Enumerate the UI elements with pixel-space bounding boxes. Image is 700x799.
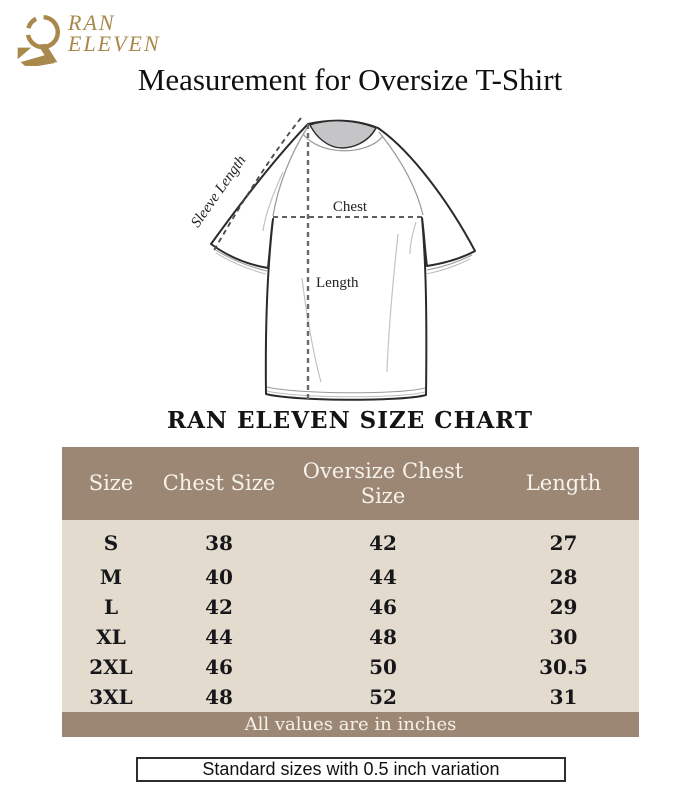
cell-size: L — [62, 592, 160, 622]
units-note: All values are in inches — [62, 712, 639, 737]
table-row: 3XL 48 52 31 — [62, 682, 639, 712]
crease-body-left — [301, 277, 322, 383]
brand-name-line2: ELEVEN — [68, 31, 161, 56]
tshirt-diagram-svg: Sleeve Length Chest Length — [188, 117, 476, 401]
brand-logo-icon — [17, 14, 61, 66]
cell-size: M — [62, 562, 160, 592]
table-row: XL 44 48 30 — [62, 622, 639, 652]
tshirt-measurement-diagram: Sleeve Length Chest Length — [180, 110, 520, 410]
length-label: Length — [316, 275, 359, 291]
cell-chest: 48 — [160, 682, 278, 712]
brand-name-line1: RAN — [68, 10, 116, 35]
cell-length: 29 — [488, 592, 639, 622]
column-header-length: Length — [488, 447, 639, 520]
cell-oversize-chest: 44 — [278, 562, 488, 592]
cuff-stitch-left-2 — [215, 252, 267, 275]
column-header-chest-size: Chest Size — [160, 447, 278, 520]
size-chart-heading: RAN ELEVEN SIZE CHART — [166, 407, 534, 434]
cell-size: S — [62, 520, 160, 562]
cell-chest: 38 — [160, 520, 278, 562]
cell-oversize-chest: 52 — [278, 682, 488, 712]
table-row: L 42 46 29 — [62, 592, 639, 622]
crease-right-armpit — [409, 221, 417, 255]
table-row: S 38 42 27 — [62, 520, 639, 562]
cuff-stitch-right — [426, 254, 473, 271]
cell-length: 30 — [488, 622, 639, 652]
crease-body-right — [386, 233, 399, 373]
cell-chest: 40 — [160, 562, 278, 592]
cell-size: XL — [62, 622, 160, 652]
cell-length: 27 — [488, 520, 639, 562]
column-header-oversize-chest-size: Oversize Chest Size — [278, 447, 488, 520]
tshirt-collar — [309, 120, 377, 149]
brand-name: RAN ELEVEN — [68, 10, 161, 56]
cell-chest: 42 — [160, 592, 278, 622]
size-chart-table: Size Chest Size Oversize Chest Size Leng… — [62, 447, 639, 737]
cell-size: 2XL — [62, 652, 160, 682]
cell-chest: 46 — [160, 652, 278, 682]
crease-left-sleeve — [262, 171, 284, 232]
table-row: M 40 44 28 — [62, 562, 639, 592]
raglan-seam-right — [378, 131, 424, 216]
tshirt-collar-band — [302, 133, 384, 152]
cell-oversize-chest: 46 — [278, 592, 488, 622]
table-row: 2XL 46 50 30.5 — [62, 652, 639, 682]
table-footer-row: All values are in inches — [62, 712, 639, 737]
cell-oversize-chest: 48 — [278, 622, 488, 652]
raglan-seam-left — [272, 127, 308, 217]
cell-length: 30.5 — [488, 652, 639, 682]
page-title: Measurement for Oversize T-Shirt — [137, 62, 563, 97]
hem-stitch-1 — [266, 386, 426, 394]
cell-length: 31 — [488, 682, 639, 712]
table-header-row: Size Chest Size Oversize Chest Size Leng… — [62, 447, 639, 520]
cell-size: 3XL — [62, 682, 160, 712]
cell-chest: 44 — [160, 622, 278, 652]
cuff-stitch-left — [213, 248, 268, 272]
cell-oversize-chest: 50 — [278, 652, 488, 682]
hem-stitch-2 — [266, 390, 426, 398]
variation-note: Standard sizes with 0.5 inch variation — [136, 757, 566, 782]
cell-length: 28 — [488, 562, 639, 592]
brand-logo: RAN ELEVEN — [8, 6, 161, 66]
cell-oversize-chest: 42 — [278, 520, 488, 562]
tshirt-outline — [210, 119, 476, 401]
cuff-stitch-right-2 — [425, 258, 471, 275]
column-header-size: Size — [62, 447, 160, 520]
chest-label: Chest — [333, 199, 368, 215]
